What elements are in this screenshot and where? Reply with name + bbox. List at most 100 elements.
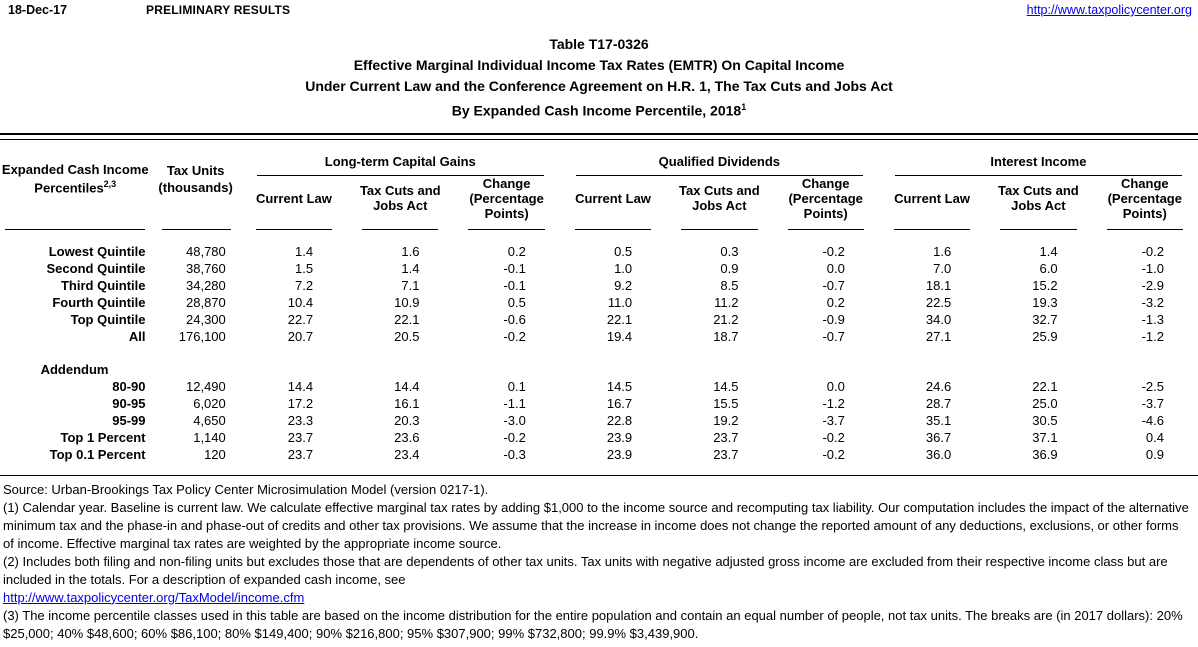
table-cell bbox=[241, 361, 347, 378]
table-cell: 23.3 bbox=[287, 412, 314, 428]
table-row: 95-99 4,650 23.3 20.3 -3.0 22.8 19.2 -3.7 35.1 30… bbox=[0, 412, 1198, 429]
table-cell: 22.1 bbox=[606, 311, 633, 327]
table-cell: 22.8 bbox=[606, 412, 633, 428]
table-row: Fourth Quintile 28,870 10.4 10.9 0.5 11.0 11.2… bbox=[0, 294, 1198, 311]
table-cell: 11.2 bbox=[714, 294, 739, 310]
table-cell: 14.4 bbox=[394, 378, 420, 394]
footnote-3: (3) The income percentile classes used i… bbox=[3, 607, 1183, 641]
table-cell: 9.2 bbox=[614, 277, 633, 293]
footnote-ref-2-3: 2,3 bbox=[103, 179, 117, 190]
header-underline bbox=[5, 228, 146, 230]
header-underline bbox=[1000, 228, 1077, 230]
spacer-row bbox=[0, 345, 1198, 361]
row-label: All bbox=[128, 328, 146, 344]
table-header: Expanded Cash Income Percentiles2,3 Tax … bbox=[0, 140, 1198, 235]
table-cell: 10.9 bbox=[394, 294, 420, 310]
row-label: Top Quintile bbox=[70, 311, 146, 327]
table-row: Top 1 Percent 1,140 23.7 23.6 -0.2 23.9 23.7 -0… bbox=[0, 429, 1198, 446]
header-underline bbox=[362, 228, 439, 230]
table-cell: 25.0 bbox=[1032, 395, 1058, 411]
table-cell bbox=[1092, 361, 1198, 378]
column-header-tax-units: Tax Units (thousands) bbox=[150, 140, 240, 235]
table-row: Lowest Quintile 48,780 1.4 1.6 0.2 0.5 0.3 -0.2… bbox=[0, 243, 1198, 260]
table-cell: 23.9 bbox=[606, 446, 633, 462]
table-cell: 6.0 bbox=[1039, 260, 1058, 276]
table-cell: 20.7 bbox=[287, 328, 314, 344]
subheader-ii-current-law: Current Law bbox=[879, 176, 985, 235]
table-cell: 30.5 bbox=[1032, 412, 1058, 428]
table-cell: -0.2 bbox=[503, 429, 526, 445]
header-underline bbox=[255, 228, 333, 230]
table-cell: 14.4 bbox=[287, 378, 314, 394]
table-top-rule-thick bbox=[0, 132, 1198, 135]
table-cell: -0.7 bbox=[822, 277, 845, 293]
income-definition-link[interactable]: http://www.taxpolicycenter.org/TaxModel/… bbox=[3, 589, 305, 605]
table-cell: 1,140 bbox=[193, 429, 226, 445]
table-cell: 34.0 bbox=[925, 311, 952, 327]
table-row: 80-90 12,490 14.4 14.4 0.1 14.5 14.5 0.0 24.6 22.… bbox=[0, 378, 1198, 395]
subheader-qd-change: Change (Percentage Points) bbox=[773, 176, 879, 235]
table-title-block: Table T17-0326 Effective Marginal Indivi… bbox=[0, 34, 1198, 122]
table-cell: 0.9 bbox=[1145, 446, 1164, 462]
table-cell: 23.6 bbox=[394, 429, 420, 445]
table-cell: -0.2 bbox=[1141, 243, 1164, 259]
table-cell bbox=[453, 361, 559, 378]
table-cell: 19.3 bbox=[1032, 294, 1058, 310]
table-cell: 0.2 bbox=[507, 243, 526, 259]
table-cell: 21.2 bbox=[713, 311, 739, 327]
table-cell: 36.7 bbox=[925, 429, 952, 445]
row-label: 80-90 bbox=[112, 378, 146, 394]
table-cell bbox=[879, 361, 985, 378]
table-cell: -1.2 bbox=[822, 395, 845, 411]
source-note: Source: Urban-Brookings Tax Policy Cente… bbox=[3, 481, 489, 497]
table-cell: 23.9 bbox=[606, 429, 633, 445]
table-cell bbox=[773, 361, 879, 378]
table-cell: 23.7 bbox=[287, 429, 314, 445]
table-cell: 22.7 bbox=[287, 311, 314, 327]
row-label: Top 1 Percent bbox=[60, 429, 146, 445]
header-underline bbox=[893, 228, 971, 230]
table-row: Third Quintile 34,280 7.2 7.1 -0.1 9.2 8.5 -0.7… bbox=[0, 277, 1198, 294]
table-cell: 20.3 bbox=[394, 412, 420, 428]
table-cell: 28,870 bbox=[186, 294, 226, 310]
table-cell: 23.7 bbox=[287, 446, 314, 462]
table-cell: 14.5 bbox=[606, 378, 633, 394]
table-cell: 0.0 bbox=[826, 378, 845, 394]
table-cell: 35.1 bbox=[925, 412, 952, 428]
preliminary-results-label: PRELIMINARY RESULTS bbox=[146, 3, 291, 17]
table-cell: 10.4 bbox=[287, 294, 314, 310]
table-cell: 1.4 bbox=[295, 243, 314, 259]
header-underline bbox=[681, 228, 758, 230]
table-cell: 7.0 bbox=[933, 260, 952, 276]
table-cell: -0.2 bbox=[822, 446, 845, 462]
data-table-wrapper: Expanded Cash Income Percentiles2,3 Tax … bbox=[0, 132, 1198, 476]
table-cell bbox=[560, 361, 666, 378]
table-cell: 22.1 bbox=[1032, 378, 1058, 394]
footnote-2-link-line: http://www.taxpolicycenter.org/TaxModel/… bbox=[3, 589, 1192, 607]
page-top-bar: 18-Dec-17 PRELIMINARY RESULTS http://www… bbox=[0, 0, 1198, 17]
table-bottom-gap bbox=[0, 463, 1198, 475]
table-cell: 20.5 bbox=[394, 328, 420, 344]
group-header-long-term-capital-gains: Long-term Capital Gains bbox=[241, 140, 560, 176]
table-cell: 19.4 bbox=[606, 328, 633, 344]
table-cell: 22.1 bbox=[394, 311, 420, 327]
table-cell: -2.5 bbox=[1141, 378, 1164, 394]
table-row: Top 0.1 Percent 120 23.7 23.4 -0.3 23.9 23.7 -0… bbox=[0, 446, 1198, 463]
table-cell bbox=[666, 361, 772, 378]
table-cell: 18.1 bbox=[925, 277, 952, 293]
taxpolicycenter-link[interactable]: http://www.taxpolicycenter.org bbox=[1026, 3, 1192, 17]
table-cell: 36.0 bbox=[925, 446, 952, 462]
header-underline bbox=[787, 228, 864, 230]
table-cell: -0.9 bbox=[822, 311, 845, 327]
table-cell: 7.2 bbox=[295, 277, 314, 293]
table-cell: 28.7 bbox=[925, 395, 952, 411]
table-row: Addendum bbox=[0, 361, 1198, 378]
table-cell: 18.7 bbox=[713, 328, 739, 344]
table-cell: 0.0 bbox=[826, 260, 845, 276]
table-cell: 25.9 bbox=[1032, 328, 1058, 344]
footnote-2: (2) Includes both filing and non-filing … bbox=[3, 553, 1168, 587]
table-cell: 0.5 bbox=[507, 294, 526, 310]
table-cell: 4,650 bbox=[193, 412, 226, 428]
spacer-row bbox=[0, 235, 1198, 243]
table-cell: 0.1 bbox=[507, 378, 526, 394]
